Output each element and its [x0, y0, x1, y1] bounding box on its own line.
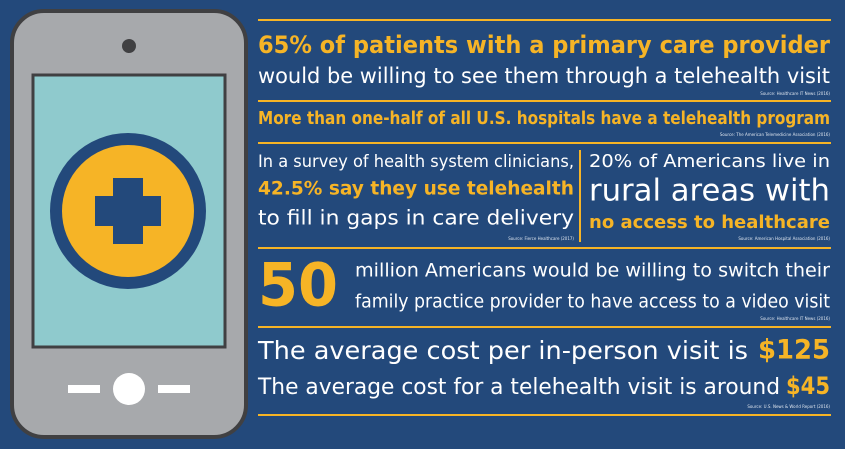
fact-text: In a survey of health system clinicians,: [258, 152, 574, 172]
rules: [258, 19, 831, 416]
camera: [122, 39, 136, 53]
highlight: no access to healthcare: [589, 212, 830, 233]
amount: $125: [758, 335, 830, 366]
phone: [10, 9, 248, 439]
source: Source: Healthcare IT News (2016): [760, 316, 830, 321]
fact-text: The average cost per in-person visit is: [257, 336, 748, 365]
home-button: [113, 373, 145, 405]
amount: $45: [786, 372, 830, 400]
plus-sign: [95, 178, 161, 244]
fact-text: 20% of Americans live in: [589, 151, 830, 172]
highlight: 42.5% say they use telehealth: [258, 178, 574, 200]
headline: 65% of patients with a primary care prov…: [258, 31, 830, 59]
headline: More than one-half of all U.S. hospitals…: [258, 108, 830, 129]
big-number: 50: [258, 251, 338, 321]
source: Source: U.S. News & World Report (2016): [747, 404, 830, 409]
fact-text: The average cost for a telehealth visit …: [257, 375, 780, 400]
source: Source: Healthcare IT News (2016): [760, 91, 830, 96]
fact-text: million Americans would be willing to sw…: [355, 260, 830, 282]
source: Source: Fierce Healthcare (2017): [508, 236, 574, 241]
source: Source: The American Telemedicine Associ…: [720, 132, 831, 137]
fact-text: rural areas with: [589, 174, 830, 209]
button-bar: [68, 385, 100, 393]
fact-text: to fill in gaps in care delivery: [258, 206, 574, 230]
fact-text: would be willing to see them through a t…: [258, 64, 830, 88]
fact-text: family practice provider to have access …: [355, 291, 830, 313]
source: Source: American Hospital Association (2…: [738, 236, 830, 241]
button-bar: [158, 385, 190, 393]
